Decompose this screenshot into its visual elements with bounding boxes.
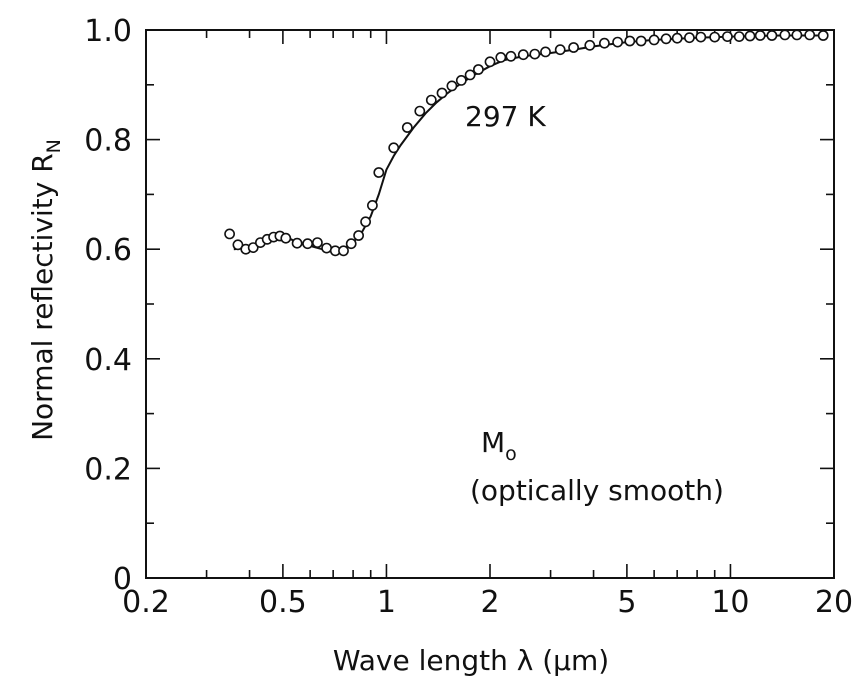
- data-point-41: [635, 35, 647, 47]
- material-subscript: o: [505, 443, 517, 465]
- x-tick-label-0: 0.2: [122, 585, 170, 620]
- x-tick-label-4: 5: [617, 585, 636, 620]
- data-point-22: [414, 105, 426, 117]
- y-tick-label-5: 1.0: [84, 14, 132, 49]
- data-point-34: [540, 46, 551, 58]
- data-point-18: [366, 199, 378, 211]
- data-point-52: [766, 30, 778, 41]
- data-point-55: [804, 29, 816, 41]
- data-point-46: [695, 31, 707, 43]
- data-point-39: [612, 36, 623, 48]
- data-point-8: [280, 232, 292, 244]
- data-point-40: [624, 35, 636, 47]
- x-tick-label-3: 2: [480, 585, 499, 620]
- x-tick-label-2: 1: [377, 585, 396, 620]
- data-point-14: [338, 245, 349, 257]
- y-tick-label-1: 0.2: [84, 452, 132, 487]
- data-point-47: [709, 31, 721, 43]
- data-point-3: [247, 242, 259, 253]
- x-tick-label-1: 0.5: [259, 585, 307, 620]
- data-point-24: [436, 87, 448, 99]
- data-point-28: [472, 64, 484, 75]
- data-point-45: [684, 32, 695, 44]
- x-axis-title: Wave length λ (μm): [333, 644, 609, 677]
- y-tick-label-2: 0.4: [84, 343, 132, 378]
- data-point-36: [568, 42, 579, 53]
- data-point-21: [401, 122, 413, 133]
- data-point-37: [584, 39, 596, 51]
- data-point-23: [425, 94, 437, 106]
- data-point-56: [817, 30, 829, 41]
- data-point-27: [464, 69, 476, 81]
- data-point-53: [779, 29, 791, 41]
- fit-line: [233, 34, 827, 252]
- data-point-19: [373, 167, 385, 178]
- data-point-35: [554, 44, 566, 56]
- data-point-16: [353, 230, 364, 241]
- data-point-42: [648, 34, 660, 46]
- data-point-38: [599, 37, 610, 49]
- data-point-30: [495, 52, 507, 63]
- material-label: Mo: [481, 426, 517, 465]
- data-point-9: [291, 237, 303, 249]
- data-point-31: [505, 50, 517, 62]
- data-point-29: [484, 56, 496, 68]
- data-point-54: [791, 29, 803, 41]
- data-point-32: [517, 49, 529, 61]
- data-point-17: [360, 216, 371, 228]
- x-tick-label-6: 20: [815, 585, 853, 620]
- axis-ticks: [146, 29, 834, 579]
- data-point-48: [722, 31, 733, 42]
- data-point-11: [311, 237, 323, 248]
- condition-label: (optically smooth): [470, 474, 724, 507]
- y-axis-title-main: Normal reflectivity R: [26, 153, 59, 441]
- y-axis-title: Normal reflectivity RN: [26, 139, 65, 441]
- data-point-33: [529, 48, 541, 60]
- data-point-0: [224, 228, 235, 240]
- data-points: [224, 29, 829, 257]
- data-point-15: [345, 238, 357, 250]
- y-tick-label-3: 0.6: [84, 233, 132, 268]
- material-symbol: M: [481, 426, 505, 459]
- data-point-20: [388, 142, 400, 154]
- y-tick-label-4: 0.8: [84, 124, 132, 159]
- data-point-49: [733, 31, 745, 42]
- x-tick-label-5: 10: [711, 585, 749, 620]
- data-point-50: [744, 30, 756, 42]
- data-point-25: [446, 80, 458, 92]
- data-point-51: [754, 30, 766, 41]
- data-point-12: [321, 242, 332, 254]
- data-point-43: [660, 33, 672, 45]
- temperature-label: 297 K: [465, 100, 546, 133]
- data-point-26: [455, 75, 467, 86]
- data-point-1: [232, 239, 244, 251]
- y-axis-title-subscript: N: [43, 139, 65, 153]
- data-point-44: [671, 32, 683, 44]
- y-tick-label-0: 0: [113, 562, 132, 597]
- data-point-10: [302, 238, 313, 250]
